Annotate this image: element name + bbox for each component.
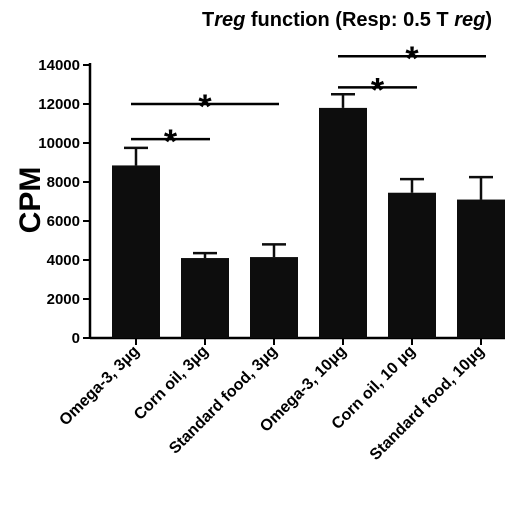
- bar: [457, 199, 505, 338]
- title-part-4: ): [485, 9, 492, 31]
- y-tick-label: 0: [72, 330, 80, 347]
- y-tick-label: 8000: [47, 174, 80, 191]
- axes: 0 2000 4000 6000 8000 10000 12000 14000: [38, 57, 505, 347]
- y-tick-label: 6000: [47, 213, 80, 230]
- y-tick-label: 14000: [38, 57, 80, 74]
- significance-star: *: [198, 88, 212, 126]
- y-tick-label: 4000: [47, 252, 80, 269]
- significance-star: *: [405, 40, 419, 78]
- bars: [112, 93, 505, 339]
- title-part-3: reg: [454, 9, 485, 31]
- chart-title: Treg function (Resp: 0.5 T reg): [202, 9, 492, 31]
- bar: [112, 165, 160, 338]
- title-part-0: T: [202, 9, 214, 31]
- title-part-1: reg: [214, 9, 245, 31]
- significance-star: *: [164, 123, 178, 161]
- y-tick-label: 2000: [47, 291, 80, 308]
- bar: [181, 258, 229, 338]
- bar: [319, 107, 367, 339]
- bar: [250, 257, 298, 338]
- x-tick-label: Omega-3, 3µg: [56, 343, 142, 429]
- bar: [388, 192, 436, 338]
- x-tick-label: Standard food, 10µg: [367, 343, 488, 464]
- y-tick-label: 12000: [38, 96, 80, 113]
- y-tick-label: 10000: [38, 135, 80, 152]
- y-axis-label: CPM: [14, 167, 47, 234]
- significance-star: *: [371, 71, 385, 109]
- title-part-2: function (Resp: 0.5 T: [245, 9, 454, 31]
- significance-markers: * * * *: [131, 40, 486, 161]
